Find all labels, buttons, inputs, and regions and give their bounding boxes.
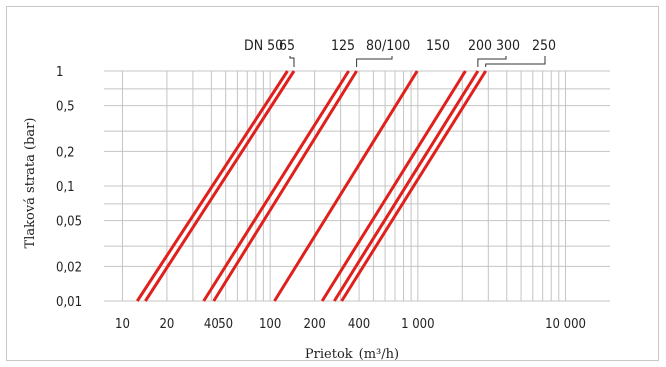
series-line	[212, 70, 358, 302]
series-line	[333, 70, 480, 302]
y-axis-title: Tlaková strata (bar)	[23, 118, 38, 249]
y-tick-label: 0,02	[56, 260, 82, 275]
x-axis-title: Prietok (m³/h)	[305, 347, 399, 362]
series-label: 150	[426, 38, 450, 54]
x-tick-label: 1 000	[401, 317, 434, 332]
label-leader	[356, 56, 393, 67]
x-tick-labels: 10 20 40 50 100 200 400 1 000 10 000	[115, 317, 586, 332]
series-label: 300	[496, 38, 520, 54]
series-label: 80/100	[366, 38, 410, 54]
series-line	[340, 70, 487, 302]
y-tick-label: 0,1	[56, 180, 75, 195]
series-line	[320, 70, 467, 302]
x-tick-label: 10	[115, 317, 130, 332]
series-label: 65	[279, 38, 295, 54]
x-tick-label: 10 000	[545, 317, 586, 332]
label-leader	[477, 56, 507, 67]
series-label: 250	[532, 38, 556, 54]
y-tick-label: 0,01	[56, 295, 82, 310]
y-tick-labels: 0,01 0,02 0,05 0,1 0,2 0,5 1	[56, 65, 82, 310]
x-tick-label: 400	[348, 317, 370, 332]
x-tick-label: 40	[204, 317, 219, 332]
label-leader	[485, 56, 546, 67]
grid	[104, 70, 610, 302]
series-line	[202, 70, 350, 302]
label-leaders	[289, 56, 546, 67]
series-line	[273, 70, 419, 302]
series-line	[144, 70, 296, 302]
x-tick-label: 100	[259, 317, 281, 332]
y-tick-label: 0,05	[56, 215, 82, 230]
y-tick-label: 0,2	[56, 145, 75, 160]
series-line	[136, 70, 289, 302]
series-label: 125	[331, 38, 355, 54]
series-lines	[136, 70, 487, 302]
x-tick-label: 20	[159, 317, 174, 332]
series-label: DN 50	[244, 38, 283, 54]
x-tick-label: 50	[218, 317, 233, 332]
label-leader	[289, 56, 295, 67]
y-tick-label: 1	[56, 65, 63, 80]
chart-border	[6, 6, 659, 361]
series-label: 200	[468, 38, 492, 54]
y-tick-label: 0,5	[56, 100, 75, 115]
x-tick-label: 200	[303, 317, 325, 332]
